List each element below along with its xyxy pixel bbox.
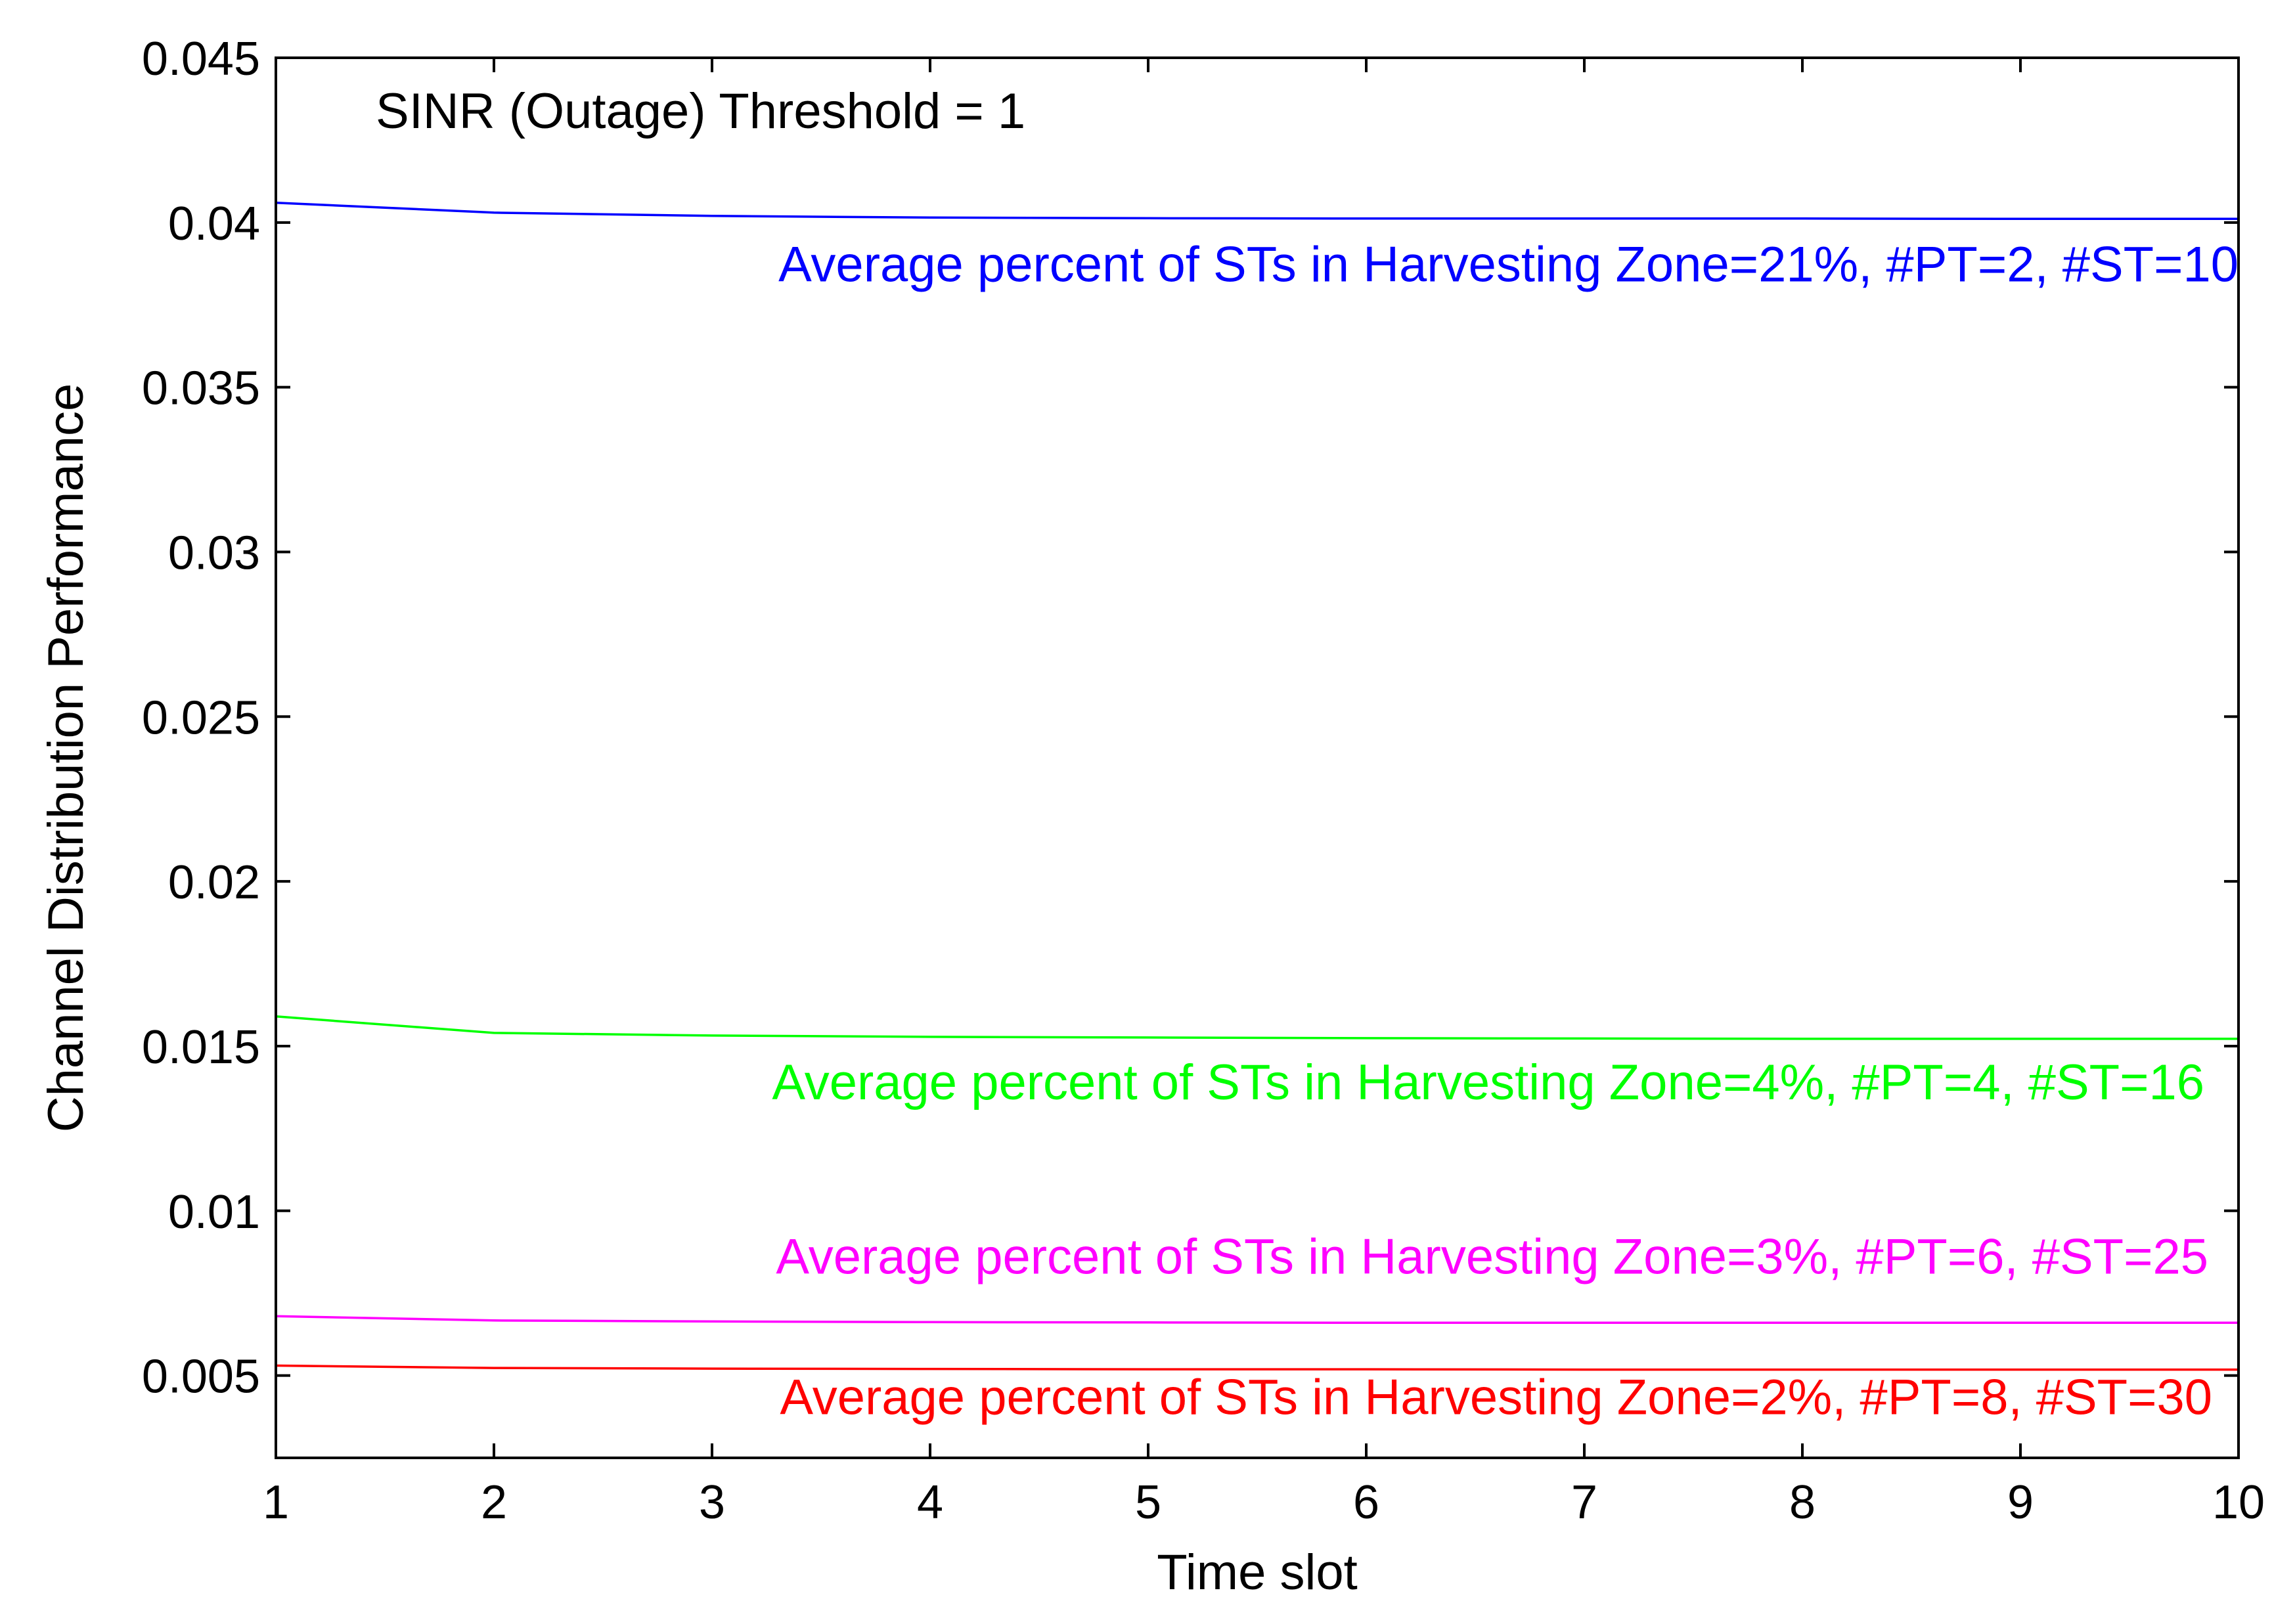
y-tick-label: 0.01 — [168, 1186, 260, 1239]
series-group — [275, 201, 2239, 1371]
y-axis-ticks: 0.005 0.01 0.015 0.02 0.025 0.03 0.035 0.04 0.04… — [142, 33, 2239, 1403]
y-tick-label: 0.025 — [142, 691, 260, 744]
x-tick-label: 7 — [1571, 1476, 1597, 1529]
series-line-3 — [275, 1315, 2239, 1325]
threshold-annotation: SINR (Outage) Threshold = 1 — [376, 83, 1025, 139]
x-tick-label: 3 — [699, 1476, 725, 1529]
y-tick-label: 0.03 — [168, 527, 260, 579]
series-label-3: Average percent of STs in Harvesting Zon… — [776, 1229, 2208, 1284]
series-label-group: Average percent of STs in Harvesting Zon… — [772, 236, 2239, 1425]
y-tick-label: 0.045 — [142, 33, 260, 85]
series-label-2: Average percent of STs in Harvesting Zon… — [772, 1055, 2204, 1110]
y-tick-label: 0.015 — [142, 1021, 260, 1074]
x-tick-label: 8 — [1789, 1476, 1816, 1529]
series-line-2 — [275, 1015, 2239, 1040]
y-tick-label: 0.04 — [168, 198, 260, 250]
x-axis-label: Time slot — [1157, 1545, 1357, 1600]
x-tick-label: 2 — [481, 1476, 507, 1529]
x-tick-label: 9 — [2007, 1476, 2034, 1529]
x-axis-ticks: 1 2 3 4 5 6 7 8 9 10 — [263, 58, 2265, 1529]
series-label-4: Average percent of STs in Harvesting Zon… — [780, 1370, 2212, 1426]
y-tick-label: 0.005 — [142, 1351, 260, 1403]
x-tick-label: 4 — [917, 1476, 943, 1529]
plot-area-frame — [275, 56, 2240, 1459]
x-tick-label: 10 — [2212, 1476, 2265, 1529]
series-line-4 — [275, 1364, 2239, 1371]
series-label-1: Average percent of STs in Harvesting Zon… — [778, 236, 2239, 292]
series-line-1 — [275, 201, 2239, 221]
x-tick-label: 5 — [1135, 1476, 1161, 1529]
x-tick-label: 1 — [263, 1476, 289, 1529]
y-tick-label: 0.02 — [168, 856, 260, 909]
x-tick-label: 6 — [1353, 1476, 1379, 1529]
y-tick-label: 0.035 — [142, 362, 260, 415]
y-axis-label: Channel Distribution Performance — [38, 384, 94, 1133]
